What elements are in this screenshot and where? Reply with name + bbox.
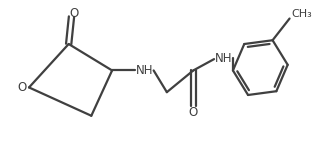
Text: CH₃: CH₃	[291, 9, 312, 19]
Text: O: O	[189, 106, 198, 119]
Text: NH: NH	[136, 64, 153, 77]
Text: NH: NH	[215, 52, 232, 65]
Text: O: O	[18, 81, 27, 94]
Text: O: O	[70, 7, 79, 20]
